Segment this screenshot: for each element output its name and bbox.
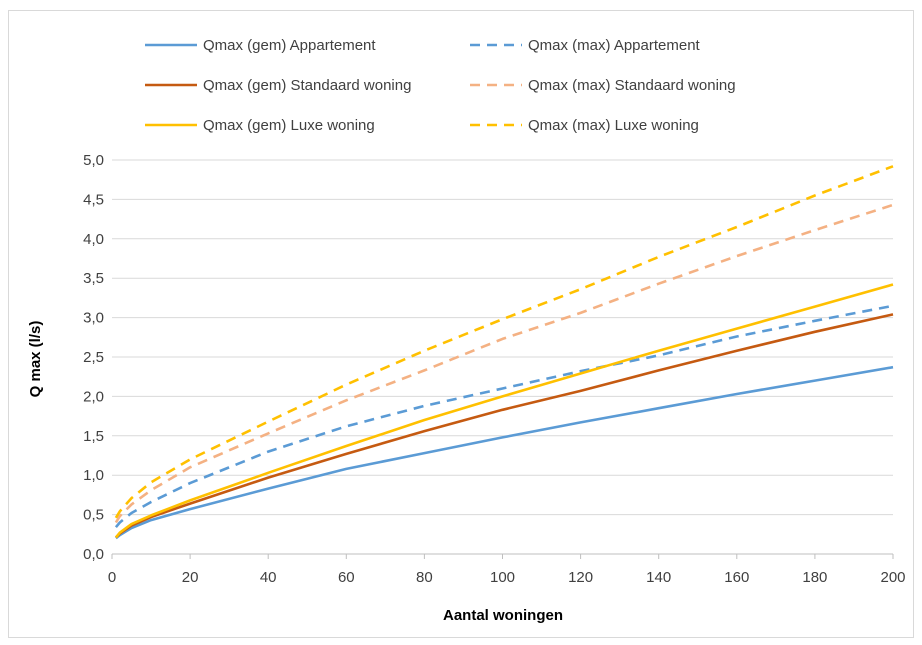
legend: Qmax (gem) Appartement Qmax (max) Apparte… <box>145 37 736 134</box>
chart-frame <box>8 10 914 638</box>
y-tick-label: 4,5 <box>83 191 104 208</box>
y-axis-title: Q max (l/s) <box>27 321 44 398</box>
x-tick-label: 40 <box>260 569 277 586</box>
legend-label: Qmax (gem) Appartement <box>203 37 376 54</box>
series-layer <box>114 165 894 540</box>
series-line-4 <box>114 203 894 524</box>
series-line-1 <box>115 365 894 540</box>
legend-label: Qmax (gem) Luxe woning <box>203 117 375 134</box>
x-tick-label: 160 <box>724 569 749 586</box>
y-tick-label: 3,0 <box>83 310 104 327</box>
x-tick-label: 20 <box>182 569 199 586</box>
legend-label: Qmax (max) Luxe woning <box>528 117 699 134</box>
x-tick-label: 180 <box>802 569 827 586</box>
x-tick-label: 140 <box>646 569 671 586</box>
y-tick-label: 2,0 <box>83 388 104 405</box>
y-tick-label: 2,5 <box>83 349 104 366</box>
y-tick-label: 1,5 <box>83 428 104 445</box>
y-tick-label: 0,0 <box>83 546 104 563</box>
x-tick-label: 80 <box>416 569 433 586</box>
series-line-3 <box>114 313 894 539</box>
series-line-6 <box>114 165 894 519</box>
y-tick-label: 1,0 <box>83 467 104 484</box>
legend-label: Qmax (gem) Standaard woning <box>203 77 411 94</box>
x-tick-label: 0 <box>108 569 116 586</box>
y-axis-ticks: 0,0 0,5 1,0 1,5 2,0 2,5 3,0 3,5 4,0 4,5 5,0 <box>83 152 104 563</box>
y-tick-label: 3,5 <box>83 270 104 287</box>
x-axis-title: Aantal woningen <box>443 607 563 624</box>
legend-label: Qmax (max) Appartement <box>528 37 701 54</box>
y-tick-label: 5,0 <box>83 152 104 169</box>
y-tick-label: 4,0 <box>83 231 104 248</box>
gridlines <box>112 159 893 555</box>
x-tick-label: 60 <box>338 569 355 586</box>
series-line-5 <box>114 283 894 539</box>
x-tick-label: 200 <box>880 569 905 586</box>
y-tick-label: 0,5 <box>83 507 104 524</box>
legend-label: Qmax (max) Standaard woning <box>528 77 736 94</box>
x-axis-ticks: 0 20 40 60 80 100 120 140 160 180 200 <box>108 554 906 586</box>
x-tick-label: 120 <box>568 569 593 586</box>
x-tick-label: 100 <box>490 569 515 586</box>
series-line-2 <box>114 304 894 529</box>
